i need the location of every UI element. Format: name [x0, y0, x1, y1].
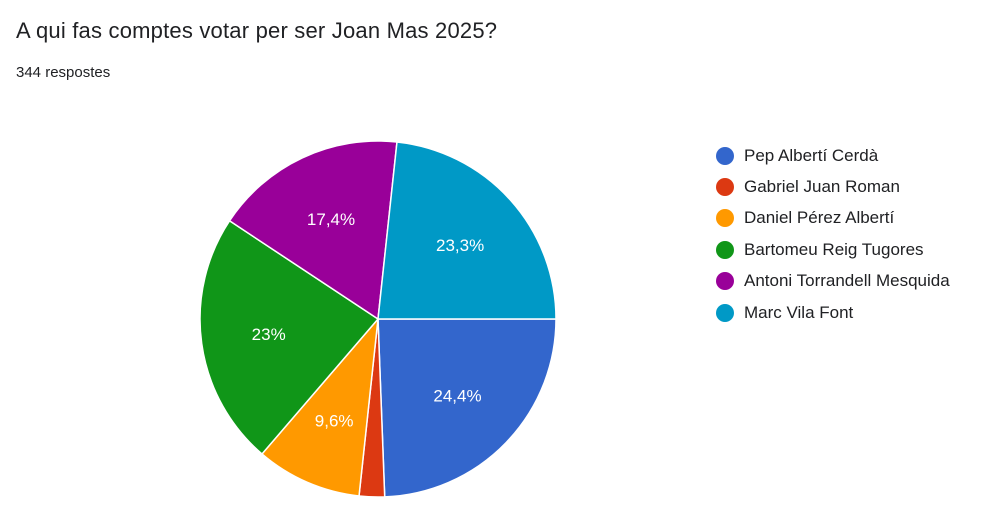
- legend-item-1[interactable]: Gabriel Juan Roman: [716, 171, 950, 202]
- slice-label-5: 23,3%: [436, 236, 484, 255]
- legend-item-0[interactable]: Pep Albertí Cerdà: [716, 140, 950, 171]
- legend-label: Bartomeu Reig Tugores: [744, 239, 924, 259]
- legend-swatch-icon: [716, 178, 734, 197]
- chart-title: A qui fas comptes votar per ser Joan Mas…: [16, 18, 498, 43]
- legend-item-3[interactable]: Bartomeu Reig Tugores: [716, 234, 950, 265]
- pie-slice-3[interactable]: [199, 219, 380, 456]
- legend-label: Marc Vila Font: [744, 302, 854, 322]
- legend-swatch-icon: [716, 303, 734, 322]
- legend-label: Pep Albertí Cerdà: [744, 145, 879, 165]
- response-count: 344 respostes: [16, 64, 111, 81]
- legend-swatch-icon: [716, 272, 734, 291]
- legend-item-5[interactable]: Marc Vila Font: [716, 297, 950, 328]
- legend-swatch-icon: [716, 146, 734, 165]
- slice-label-0: 24,4%: [433, 387, 481, 406]
- legend-label: Gabriel Juan Roman: [744, 177, 900, 197]
- slice-label-3: 23%: [252, 325, 286, 344]
- chart-legend: Pep Albertí Cerdà Gabriel Juan Roman Danie…: [716, 140, 950, 328]
- pie-slice-0[interactable]: [377, 318, 557, 498]
- slice-label-2: 9,6%: [315, 411, 354, 430]
- legend-label: Antoni Torrandell Mesquida: [744, 271, 950, 291]
- pie-slice-5[interactable]: [377, 141, 557, 320]
- legend-swatch-icon: [716, 209, 734, 228]
- legend-label: Daniel Pérez Albertí: [744, 208, 895, 228]
- legend-item-2[interactable]: Daniel Pérez Albertí: [716, 203, 950, 234]
- legend-item-4[interactable]: Antoni Torrandell Mesquida: [716, 266, 950, 297]
- pie-slice-2[interactable]: [260, 316, 380, 497]
- pie-slice-4[interactable]: [228, 140, 398, 321]
- legend-swatch-icon: [716, 240, 734, 259]
- slice-label-4: 17,4%: [307, 210, 355, 229]
